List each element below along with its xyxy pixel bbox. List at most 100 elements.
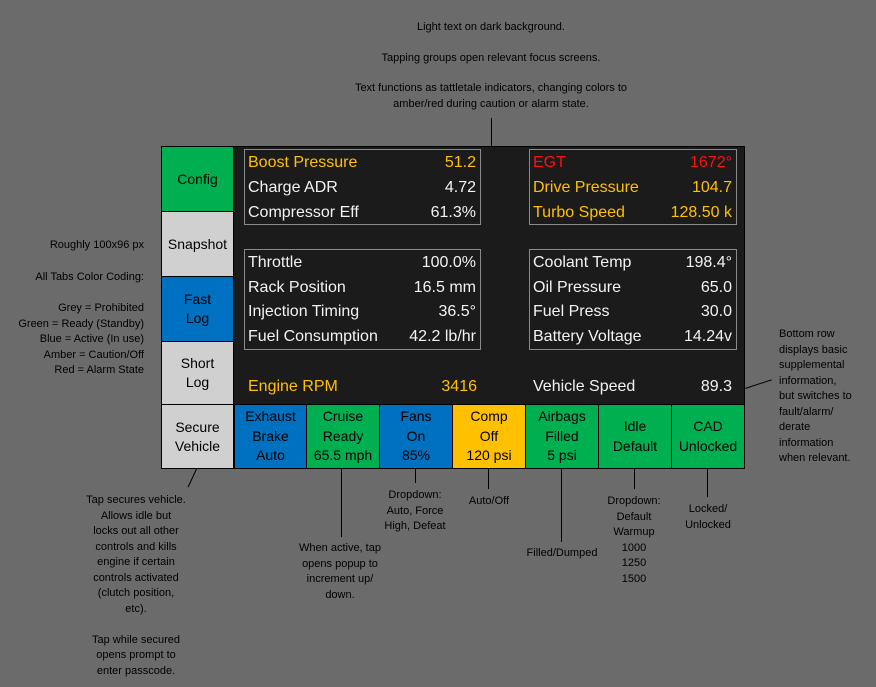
cruise-button[interactable]: Cruise Ready 65.5 mph [306,404,380,469]
button-value: Unlocked [678,437,738,454]
engine-panel[interactable]: Throttle 100.0% Rack Position 16.5 mm In… [244,249,481,350]
metric-label: Throttle [248,254,303,271]
button-value: 65.5 mph [313,447,373,464]
button-label: Off [479,427,499,444]
button-value: Default [612,437,658,454]
metric-value: 3416 [441,378,477,395]
note-line: Warmup [613,526,655,538]
metric-value: 30.0 [700,303,732,320]
metric-label: Compressor Eff [248,204,359,221]
note-line: fault/alarm/ [779,405,834,418]
note-line: Allows idle but [100,509,172,522]
fuel-press-row: Fuel Press 30.0 [533,300,732,324]
tab-label: Config [177,170,218,187]
metric-value: 65.0 [700,279,732,296]
exhaust-brake-button[interactable]: Exhaust Brake Auto [234,404,307,469]
metric-value: 16.5 mm [413,279,476,296]
button-label: Ready [322,427,364,444]
note-line: Unlocked [685,518,731,531]
turbo-panel[interactable]: Boost Pressure 51.2 Charge ADR 4.72 Comp… [244,149,481,225]
turbo-speed-row: Turbo Speed 128.50 k [533,201,732,225]
compressor-eff-row: Compressor Eff 61.3% [248,201,476,225]
exhaust-panel[interactable]: EGT 1672° Drive Pressure 104.7 Turbo Spe… [529,149,737,225]
note-line: Tapping groups open relevant focus scree… [381,51,601,64]
note-top: Light text on dark background. Tapping g… [318,20,664,112]
note-line: information, [779,374,837,387]
button-value: Auto [256,447,285,464]
note-line: Locked/ [688,503,728,515]
button-value: 5 psi [547,447,577,464]
idle-button[interactable]: Idle Default [598,404,672,469]
tab-config[interactable]: Config [161,146,234,212]
button-label: Cruise [322,408,364,425]
note-line: amber/red during caution or alarm state. [393,97,589,110]
rack-position-row: Rack Position 16.5 mm [248,276,476,300]
note-left-legend: Roughly 100x96 px All Tabs Color Coding:… [0,238,144,379]
tab-fast-log[interactable]: Fast Log [161,276,234,342]
note-line: etc). [125,602,147,615]
note-line: Text functions as tattletale indicators,… [354,82,628,94]
button-label: Airbags [538,408,586,425]
comp-button[interactable]: Comp Off 120 psi [452,404,526,469]
metric-value: 128.50 k [670,204,732,221]
fuel-consumption-row: Fuel Consumption 42.2 lb/hr [248,325,476,349]
note-cruise: When active, tap opens popup to incremen… [280,541,400,603]
button-label: Exhaust [245,408,296,425]
note-line: When active, tap [299,542,381,554]
button-label: Brake [252,427,289,444]
note-line: when relevant. [779,452,851,464]
note-line: High, Defeat [384,520,446,532]
note-right-bottom-row: Bottom row displays basic supplemental i… [779,327,869,467]
metric-label: Battery Voltage [533,328,642,345]
button-label: Fans [400,408,432,425]
note-fans: Dropdown: Auto, Force High, Defeat [370,488,460,535]
note-line: derate [779,421,811,433]
button-label: CAD [693,418,723,434]
note-line: Tap while secured [91,633,181,646]
note-line: opens prompt to [96,649,176,661]
note-line: enter passcode. [96,664,176,677]
note-line: but switches to [779,390,852,402]
note-line: Bottom row [779,328,835,340]
button-label: Comp [470,408,508,425]
charge-adr-row: Charge ADR 4.72 [248,176,476,200]
note-line: Auto/Off [468,495,510,507]
metric-value: 61.3% [430,204,476,221]
note-line: 1000 [621,541,647,554]
tab-short-log[interactable]: Short Log [161,341,234,405]
connector-line [744,379,772,389]
metric-label: Turbo Speed [533,204,625,221]
drive-pressure-row: Drive Pressure 104.7 [533,176,732,200]
connector-line [634,469,635,489]
tab-label: Log [185,310,210,326]
tab-snapshot[interactable]: Snapshot [161,211,234,277]
metric-label: Boost Pressure [248,154,358,171]
oil-pressure-row: Oil Pressure 65.0 [533,276,732,300]
button-label: On [406,427,426,444]
cad-button[interactable]: CAD Unlocked [671,404,745,469]
metric-label: Coolant Temp [533,254,632,271]
note-line: Green = Ready (Standby) [18,317,144,330]
airbags-button[interactable]: Airbags Filled 5 psi [525,404,599,469]
metric-value: 104.7 [691,179,732,196]
metric-value: 100.0% [421,254,476,271]
battery-voltage-row: Battery Voltage 14.24v [533,325,732,349]
metric-value: 36.5° [438,303,476,320]
note-comp: Auto/Off [452,494,526,510]
note-line: 1500 [621,572,647,585]
tab-label: Log [185,374,210,390]
fans-button[interactable]: Fans On 85% [379,404,453,469]
note-line: Roughly 100x96 px [49,239,144,251]
tab-secure-vehicle[interactable]: Secure Vehicle [161,404,234,469]
note-line: controls activated [93,571,179,584]
metric-label: Vehicle Speed [533,378,636,395]
connector-line [341,469,342,537]
injection-timing-row: Injection Timing 36.5° [248,300,476,324]
connector-line [415,469,416,483]
note-line: engine if certain [97,556,175,568]
note-line: down. [325,588,355,601]
metric-value: 198.4° [685,254,732,271]
metric-label: Drive Pressure [533,179,639,196]
vitals-panel[interactable]: Coolant Temp 198.4° Oil Pressure 65.0 Fu… [529,249,737,350]
tab-label: Short [180,355,215,371]
